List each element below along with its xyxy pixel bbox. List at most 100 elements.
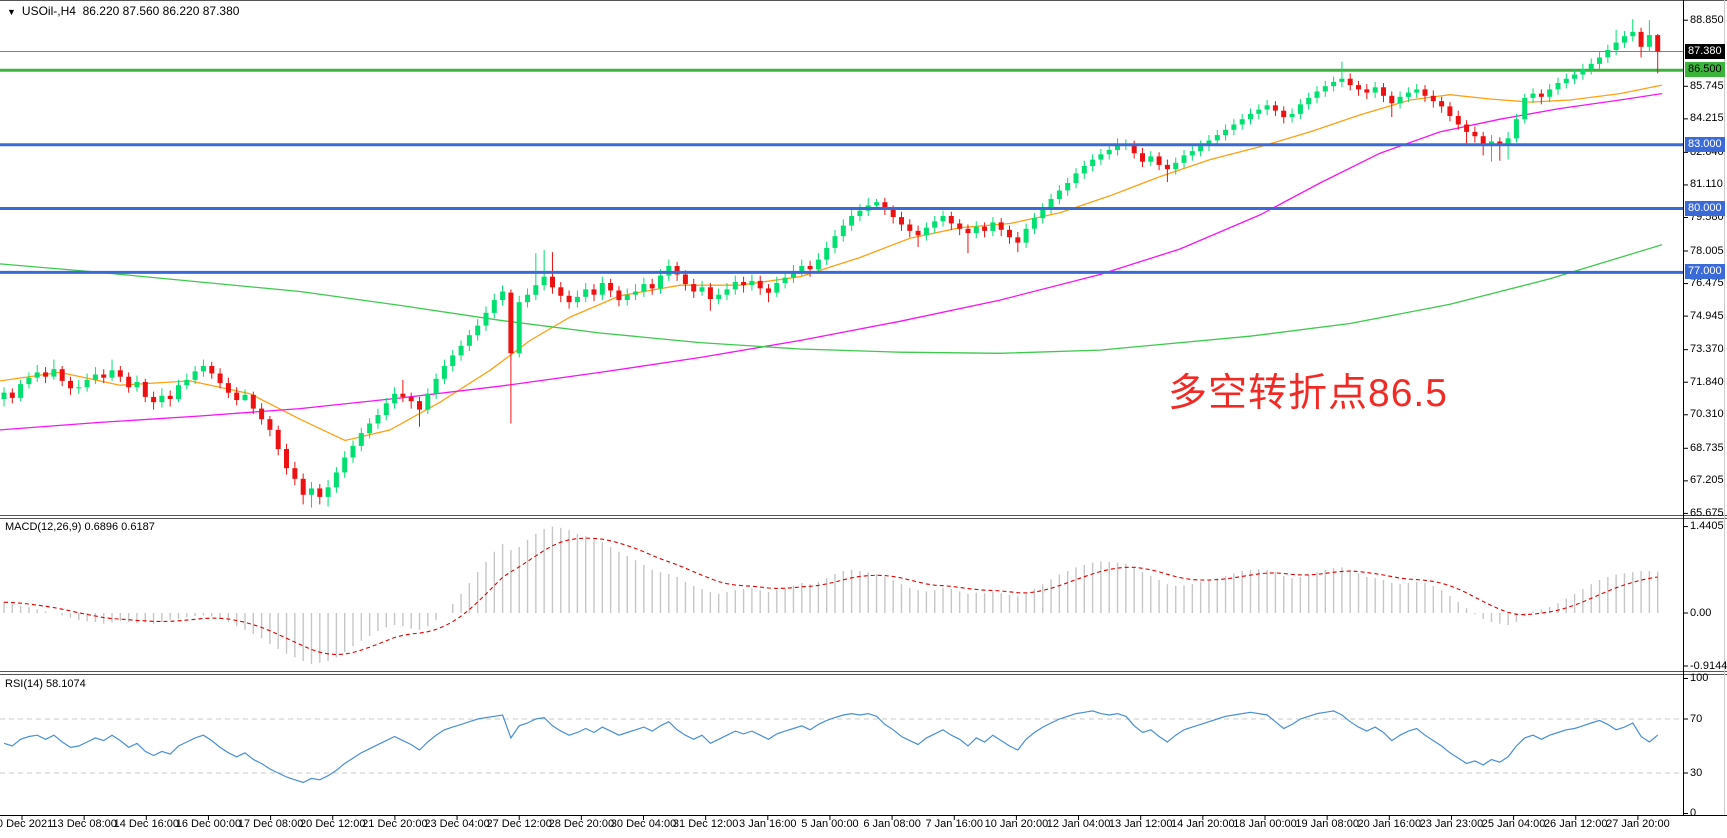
candle-body: [1040, 208, 1046, 219]
chevron-down-icon[interactable]: ▼: [7, 7, 16, 17]
candle-body: [275, 429, 281, 450]
symbol-timeframe-label: USOil-,H4: [21, 4, 76, 18]
candle-body: [1414, 89, 1420, 93]
candle-body: [682, 274, 688, 285]
candle-body: [874, 202, 880, 206]
candle-body: [1098, 154, 1104, 160]
candle-body: [1007, 229, 1012, 238]
candle-body: [1597, 57, 1602, 64]
time-axis-label: 13 Dec 08:00: [51, 818, 117, 830]
candle-body: [998, 222, 1004, 230]
ma-slow-green: [0, 244, 1663, 354]
candle-body: [1347, 78, 1353, 86]
candle-body: [890, 209, 896, 217]
candle-body: [342, 457, 348, 473]
candle-body: [1339, 78, 1345, 82]
candle-body: [1455, 116, 1461, 125]
rsi-tick-label: 100: [1690, 672, 1709, 684]
candle-body: [284, 449, 289, 469]
candle-body: [101, 374, 107, 378]
candle-body: [1497, 141, 1503, 145]
price-line-label-86.500: 86.500: [1685, 62, 1725, 78]
candle-body: [1439, 101, 1445, 107]
candle-body: [1181, 155, 1187, 163]
candle-body: [34, 372, 40, 378]
price-tick-label: 71.840: [1690, 375, 1724, 388]
candle-body: [1106, 150, 1112, 155]
candle-body: [1148, 156, 1154, 162]
candle-body: [1530, 93, 1536, 98]
price-tick-label: 70.310: [1690, 408, 1724, 421]
candle-body: [333, 472, 339, 488]
candle-body: [1090, 159, 1096, 166]
candle-body: [1472, 131, 1478, 137]
candle-body: [292, 468, 298, 479]
candle-body: [167, 395, 173, 399]
price-tick-label: 88.850: [1690, 13, 1724, 26]
chart-title: ▼ USOil-,H4 86.220 87.560 86.220 87.380: [7, 4, 239, 18]
candle-body: [1314, 91, 1320, 98]
candle-body: [1572, 74, 1578, 79]
candle-body: [1430, 95, 1436, 102]
candle-body: [1480, 136, 1486, 146]
candle-body: [1622, 36, 1627, 43]
candle-body: [957, 223, 963, 229]
ma-mid-magenta: [0, 92, 1663, 431]
time-axis-label: 27 Dec 12:00: [486, 818, 552, 830]
candle-body: [948, 216, 954, 224]
time-axis-label: 26 Jan 12:00: [1543, 818, 1608, 830]
candle-body: [234, 392, 240, 400]
candle-body: [441, 366, 447, 379]
candle-body: [1115, 145, 1120, 151]
candle-body: [608, 283, 614, 291]
time-axis-label: 13 Jan 12:00: [1108, 818, 1173, 830]
candle-body: [1389, 95, 1395, 104]
candle-body: [1248, 113, 1253, 120]
candle-body: [782, 277, 788, 283]
macd-signal-line: [3, 537, 1658, 656]
candle-body: [1655, 35, 1661, 52]
candle-body: [1613, 42, 1619, 50]
candle-body: [516, 302, 522, 354]
time-axis-label: 10 Jan 20:00: [984, 818, 1049, 830]
candle-body: [1081, 166, 1087, 174]
rsi-indicator-label: RSI(14) 58.1074: [5, 678, 86, 690]
candle-body: [400, 393, 406, 397]
price-tick-label: 73.370: [1690, 343, 1724, 356]
candle-body: [641, 284, 647, 292]
candle-body: [109, 370, 115, 378]
candle-body: [508, 292, 514, 354]
candle-body: [857, 210, 863, 216]
time-axis-label: 17 Dec 08:00: [237, 818, 304, 830]
candle-body: [68, 380, 73, 389]
candle-body: [1522, 97, 1528, 120]
candle-body: [59, 369, 65, 381]
candle-body: [1256, 109, 1262, 114]
candle-body: [940, 216, 946, 222]
price-tick-label: 78.005: [1690, 244, 1724, 257]
candle-body: [923, 227, 929, 236]
candle-body: [840, 225, 846, 237]
candle-body: [558, 287, 564, 296]
candle-body: [1555, 83, 1561, 90]
candle-body: [200, 366, 206, 372]
candle-body: [450, 355, 456, 366]
candle-body: [325, 487, 331, 497]
candle-body: [142, 382, 148, 397]
time-axis-label: 25 Jan 04:00: [1481, 818, 1546, 830]
candle-body: [566, 295, 572, 303]
candle-body: [724, 289, 730, 295]
candle-body: [1173, 162, 1179, 170]
candle-body: [209, 366, 215, 374]
candle-body: [225, 383, 231, 393]
candle-body: [184, 379, 190, 386]
rsi-tick-label: 30: [1690, 766, 1703, 779]
candle-body: [134, 382, 140, 388]
macd-tick-label: 0.00: [1690, 606, 1712, 619]
candle-body: [309, 488, 314, 495]
candle-body: [1447, 106, 1453, 116]
candle-body: [1023, 228, 1029, 243]
candle-body: [1239, 119, 1245, 125]
